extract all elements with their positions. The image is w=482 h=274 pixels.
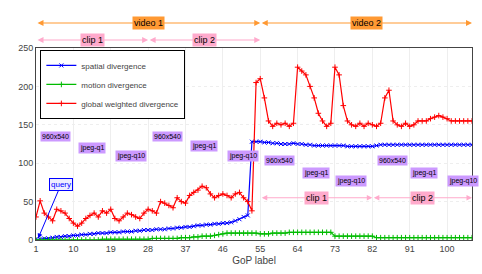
svg-text:jpeg-q10: jpeg-q10 <box>117 152 145 160</box>
svg-text:query: query <box>51 180 71 189</box>
svg-text:jpeg-q10: jpeg-q10 <box>449 177 477 185</box>
svg-text:clip 2: clip 2 <box>412 193 433 203</box>
svg-text:960x540: 960x540 <box>379 157 406 164</box>
svg-text:jpeg-q1: jpeg-q1 <box>304 169 328 177</box>
svg-text:64: 64 <box>293 244 303 254</box>
svg-text:55: 55 <box>255 244 265 254</box>
svg-text:1: 1 <box>33 244 38 254</box>
svg-text:200: 200 <box>18 82 33 92</box>
svg-text:46: 46 <box>218 244 228 254</box>
svg-text:clip 1: clip 1 <box>82 35 103 45</box>
svg-text:jpeg-q1: jpeg-q1 <box>192 142 216 150</box>
svg-text:50: 50 <box>23 197 33 207</box>
svg-text:0: 0 <box>28 235 33 245</box>
svg-text:clip 2: clip 2 <box>194 35 215 45</box>
svg-text:GoP label: GoP label <box>232 255 276 266</box>
svg-text:10: 10 <box>68 244 78 254</box>
svg-text:28: 28 <box>143 244 153 254</box>
svg-text:jpeg-q1: jpeg-q1 <box>412 169 436 177</box>
svg-text:250: 250 <box>18 43 33 53</box>
svg-text:video 1: video 1 <box>134 18 163 28</box>
svg-text:motion divergence: motion divergence <box>81 81 147 90</box>
svg-text:960x540: 960x540 <box>266 157 293 164</box>
svg-text:91: 91 <box>405 244 415 254</box>
svg-text:jpeg-q10: jpeg-q10 <box>229 152 257 160</box>
svg-text:video 2: video 2 <box>352 18 381 28</box>
svg-text:82: 82 <box>367 244 377 254</box>
svg-text:global weighted divergence: global weighted divergence <box>81 100 179 109</box>
svg-text:73: 73 <box>330 244 340 254</box>
svg-text:960x540: 960x540 <box>42 133 69 140</box>
svg-text:150: 150 <box>18 120 33 130</box>
svg-text:19: 19 <box>106 244 116 254</box>
svg-text:100: 100 <box>440 244 455 254</box>
svg-text:960x540: 960x540 <box>154 133 181 140</box>
svg-text:jpeg-q10: jpeg-q10 <box>337 177 365 185</box>
svg-text:100: 100 <box>18 158 33 168</box>
svg-text:37: 37 <box>180 244 190 254</box>
svg-text:jpeg-q1: jpeg-q1 <box>80 144 104 152</box>
svg-text:spatial divergence: spatial divergence <box>81 62 146 71</box>
svg-text:clip 1: clip 1 <box>306 193 327 203</box>
